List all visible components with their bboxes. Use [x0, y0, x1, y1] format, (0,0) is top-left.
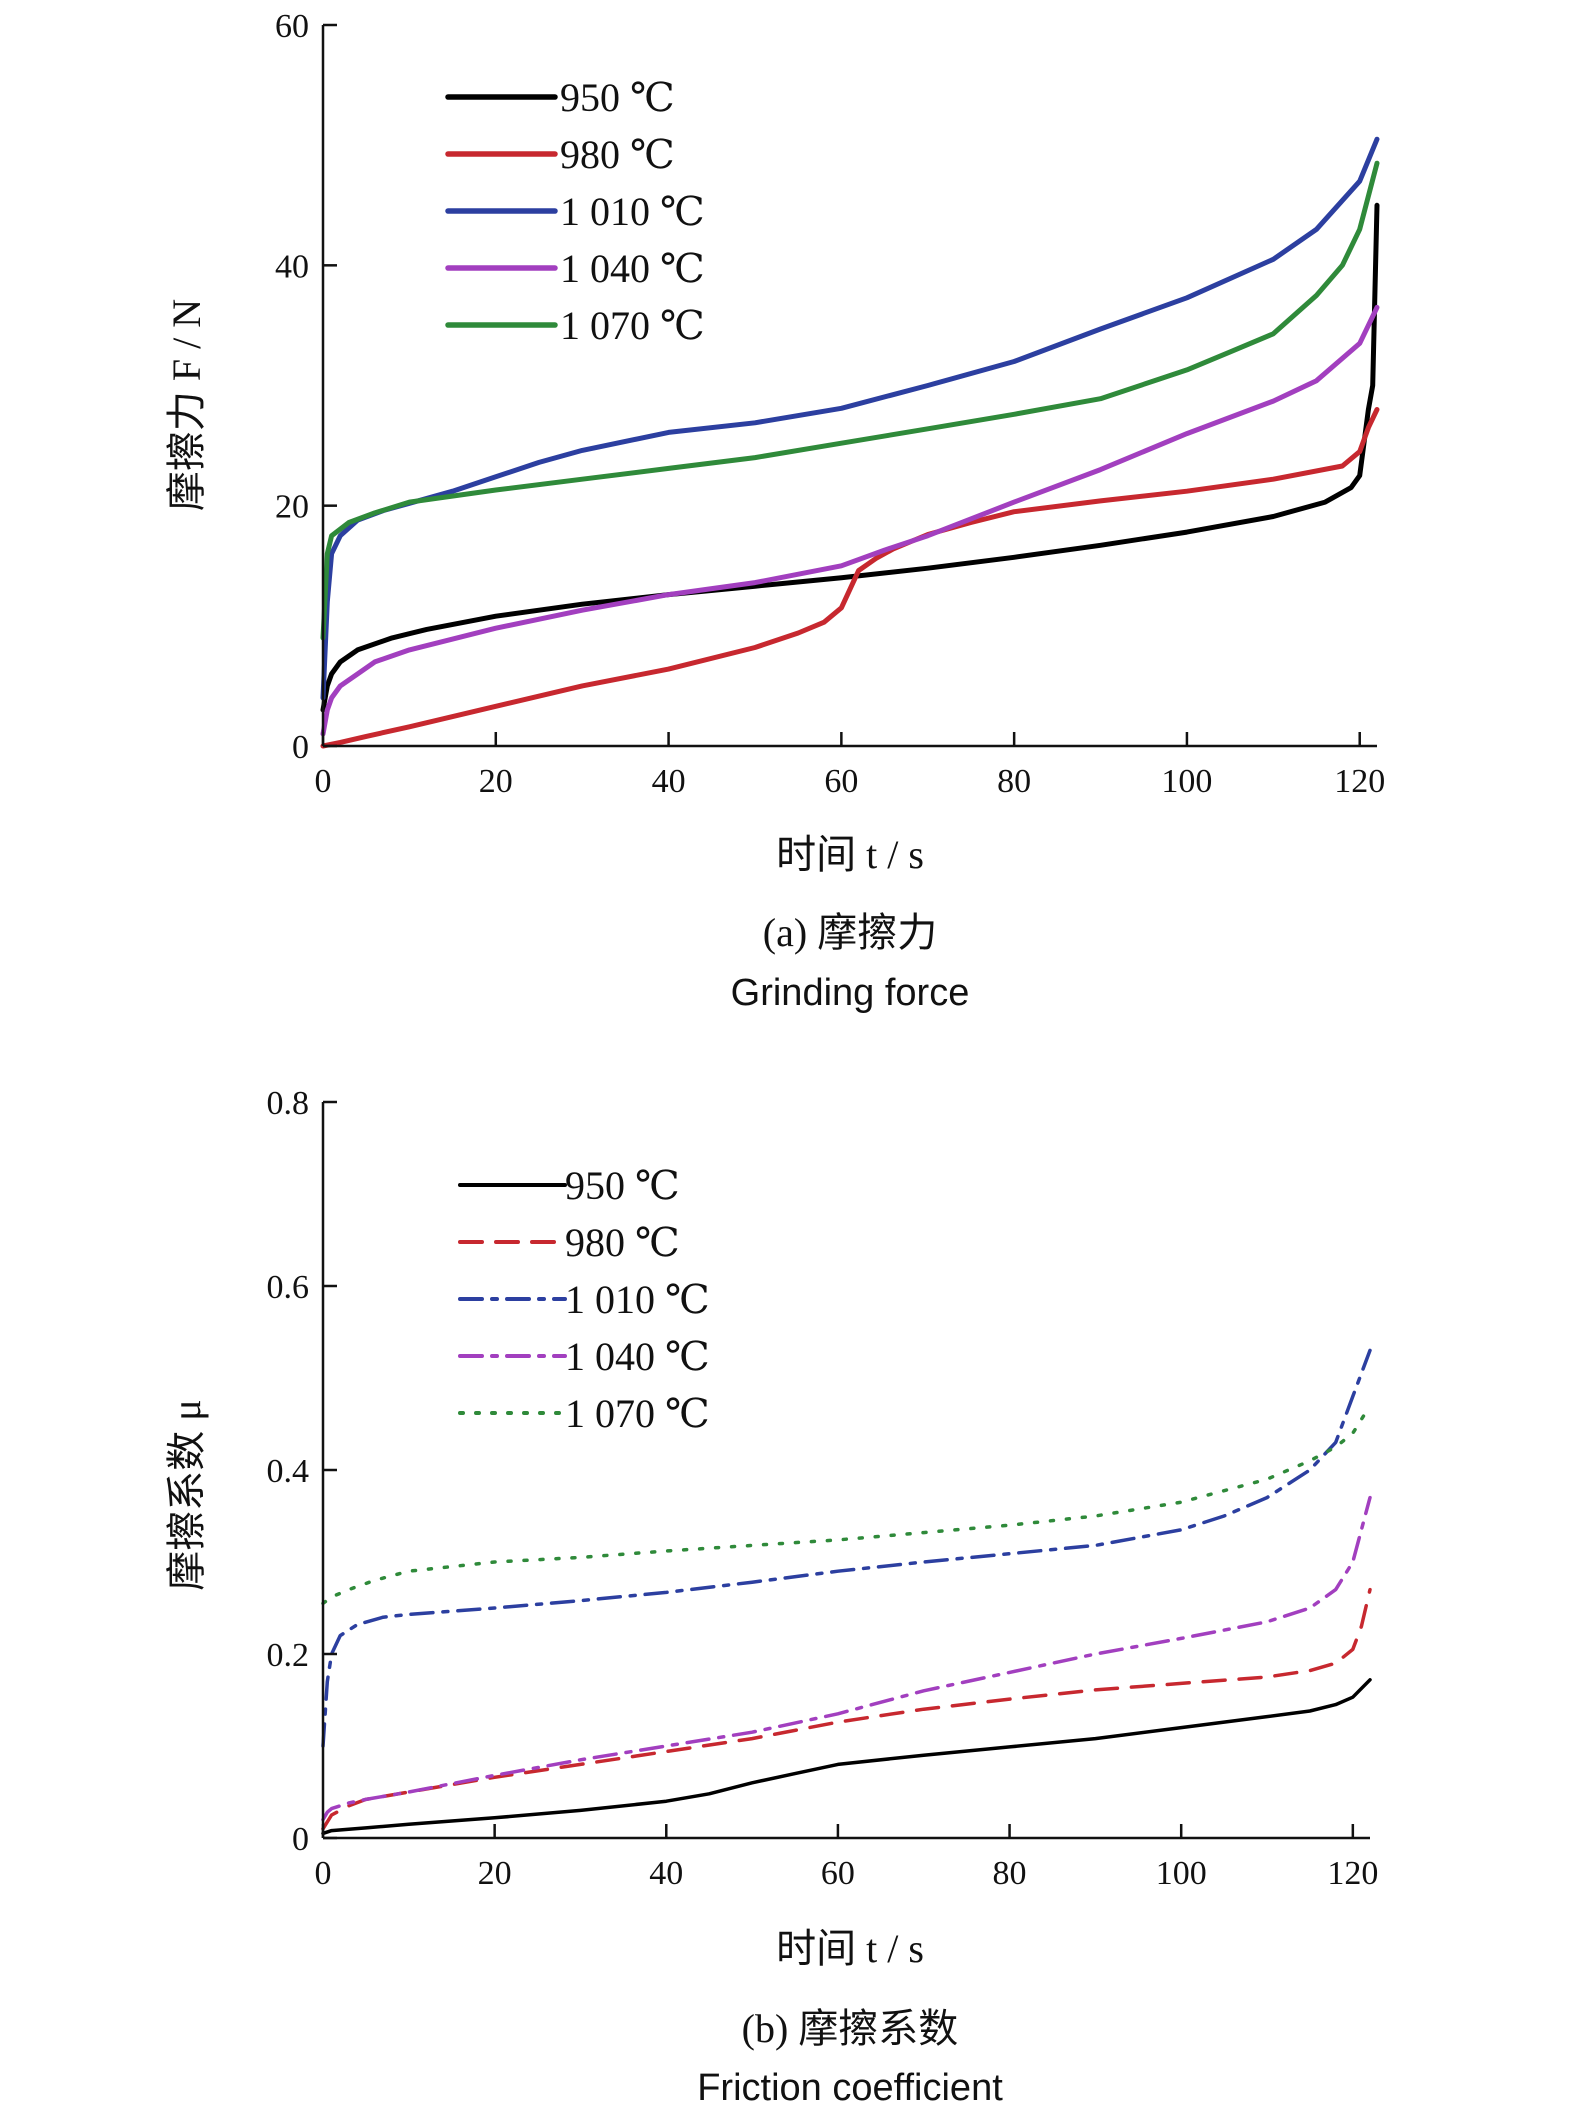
series-lines-a — [320, 136, 1380, 749]
x-tick-label-a: 20 — [479, 763, 513, 800]
y-tick-label-b: 0.2 — [267, 1637, 310, 1674]
x-tick-labels-a: 0 20 40 60 80 100 120 — [315, 763, 1386, 800]
legend-label-a-2: 1 010 ℃ — [560, 189, 705, 234]
y-tick-label-b: 0.4 — [267, 1453, 310, 1490]
series-line-a-3 — [320, 304, 1380, 737]
x-tick-label-b: 0 — [315, 1855, 332, 1892]
legend-label-b-3: 1 040 ℃ — [565, 1334, 710, 1379]
legend-label-b-1: 980 ℃ — [565, 1220, 680, 1265]
series-line-b-1 — [321, 1587, 1372, 1831]
legend-b: 950 ℃ 980 ℃ 1 010 ℃ 1 040 ℃ 1 070 ℃ — [458, 1163, 710, 1436]
x-tick-label-a: 0 — [315, 763, 332, 800]
x-tick-label-b: 120 — [1327, 1855, 1378, 1892]
y-tick-labels-a: 0 20 40 60 — [275, 8, 309, 766]
caption-cn-a: (a) 摩擦力 — [763, 910, 937, 955]
x-tick-label-a: 100 — [1161, 763, 1212, 800]
series-line-a-0 — [320, 202, 1380, 713]
series-lines-b — [321, 1348, 1372, 1836]
y-tick-label-b: 0.8 — [267, 1085, 310, 1122]
x-tick-label-a: 40 — [652, 763, 686, 800]
axes-a — [321, 23, 1377, 748]
series-line-a-4 — [320, 160, 1380, 641]
y-tick-labels-b: 0 0.2 0.4 0.6 0.8 — [267, 1085, 310, 1858]
caption-cn-b: (b) 摩擦系数 — [742, 2006, 959, 2051]
x-axis-label-a: 时间 t / s — [776, 832, 924, 877]
x-tick-label-b: 40 — [649, 1855, 683, 1892]
series-line-a-1 — [320, 407, 1380, 749]
series-line-b-0 — [321, 1678, 1372, 1836]
caption-en-b: Friction coefficient — [697, 2067, 1003, 2109]
legend-label-a-1: 980 ℃ — [560, 132, 675, 177]
x-tick-label-b: 60 — [821, 1855, 855, 1892]
axes-b — [321, 1100, 1370, 1840]
y-tick-label-a: 40 — [275, 248, 309, 285]
legend-label-a-3: 1 040 ℃ — [560, 246, 705, 291]
legend-label-a-4: 1 070 ℃ — [560, 303, 705, 348]
caption-en-a: Grinding force — [731, 972, 970, 1014]
x-tick-label-a: 80 — [997, 763, 1031, 800]
x-tick-label-a: 60 — [824, 763, 858, 800]
y-tick-label-b: 0.6 — [267, 1269, 310, 1306]
chart-panel-a: 0 20 40 60 80 100 120 0 20 40 60 950 ℃ 980 ℃ 1 010 … — [164, 8, 1385, 1014]
x-axis-label-b: 时间 t / s — [776, 1926, 924, 1971]
series-line-b-4 — [321, 1403, 1372, 1606]
x-tick-label-a: 120 — [1334, 763, 1385, 800]
legend-label-a-0: 950 ℃ — [560, 75, 675, 120]
series-line-b-2 — [321, 1348, 1372, 1748]
series-line-a-2 — [320, 136, 1380, 701]
series-line-b-3 — [321, 1495, 1372, 1822]
y-axis-label-a: 摩擦力 F / N — [164, 299, 209, 511]
y-tick-label-a: 20 — [275, 489, 309, 526]
legend-label-b-2: 1 010 ℃ — [565, 1277, 710, 1322]
x-tick-label-b: 100 — [1156, 1855, 1207, 1892]
y-tick-label-a: 60 — [275, 8, 309, 45]
x-tick-label-b: 20 — [478, 1855, 512, 1892]
legend-a: 950 ℃ 980 ℃ 1 010 ℃ 1 040 ℃ 1 070 ℃ — [445, 75, 705, 348]
x-tick-labels-b: 0 20 40 60 80 100 120 — [315, 1855, 1379, 1892]
chart-panel-b: 0 20 40 60 80 100 120 0 0.2 0.4 0.6 0.8 950 ℃ 980 ℃… — [164, 1085, 1378, 2109]
legend-label-b-0: 950 ℃ — [565, 1163, 680, 1208]
x-tick-label-b: 80 — [993, 1855, 1027, 1892]
y-axis-label-b: 摩擦系数 μ — [164, 1399, 209, 1590]
y-tick-label-a: 0 — [292, 729, 309, 766]
y-tick-label-b: 0 — [292, 1821, 309, 1858]
legend-label-b-4: 1 070 ℃ — [565, 1391, 710, 1436]
